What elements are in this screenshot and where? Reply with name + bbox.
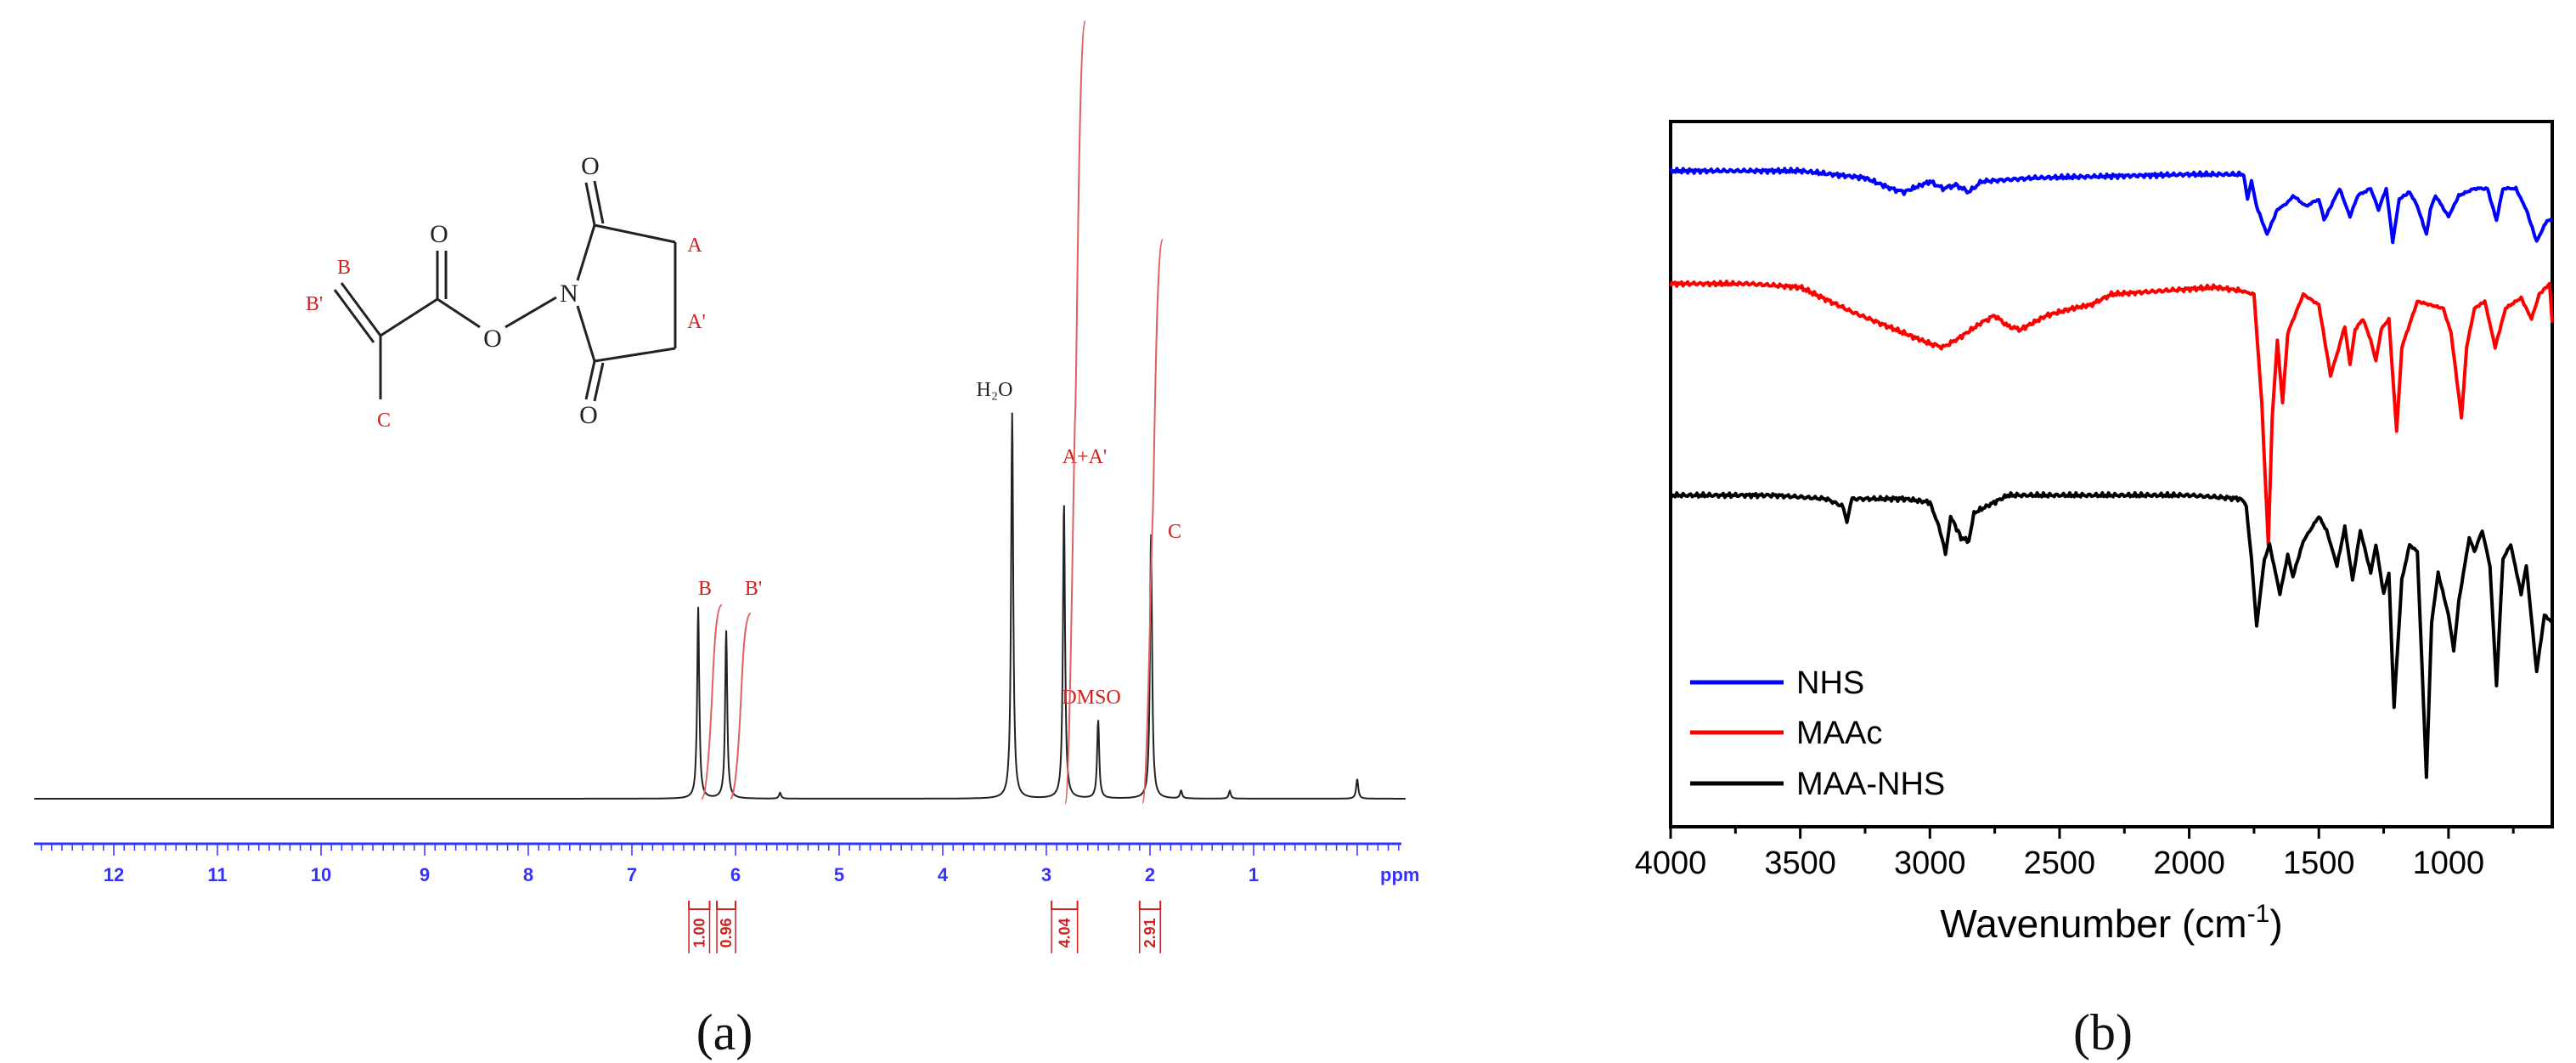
ftir-tick-label: 2000 <box>2153 845 2225 881</box>
ftir-legend: NHS MAAc MAA-NHS <box>1690 665 1945 802</box>
nmr-integral-curve <box>701 604 723 800</box>
nmr-tick-label: 4 <box>938 864 949 885</box>
nmr-integral-value: 0.96 <box>718 918 735 947</box>
nmr-tick-label: 8 <box>523 864 533 885</box>
ftir-legend-label: MAAc <box>1796 715 1882 751</box>
nmr-spectrum-trace <box>34 412 1406 800</box>
nmr-integral-value: 2.91 <box>1141 918 1158 947</box>
ftir-panel: 4000 3500 3000 2500 2000 1500 1000 Wavenumber … <box>1635 120 2554 1060</box>
nmr-integral-curves <box>701 20 1164 804</box>
molecular-structure <box>333 180 677 402</box>
ftir-tick-label: 1000 <box>2413 845 2485 881</box>
nmr-peak-label: B <box>698 578 712 600</box>
imide-o-top-label: O <box>581 152 600 180</box>
nmr-tick-labels: 12 11 10 9 8 7 6 5 4 3 2 1 <box>104 864 1259 885</box>
nmr-peak-label: B' <box>745 578 762 600</box>
nmr-tick-label: 10 <box>311 864 331 885</box>
ftir-tick-label: 2500 <box>2024 845 2096 881</box>
nmr-tick-label: 2 <box>1145 864 1155 885</box>
structure-label-a: A <box>687 235 702 257</box>
nmr-integrals: 1.00 0.96 4.04 2.91 <box>688 901 1162 953</box>
imide-o-bottom-label: O <box>579 401 598 429</box>
nmr-tick-label: 6 <box>730 864 741 885</box>
ester-o-label: O <box>483 325 502 353</box>
nmr-tick-label: 5 <box>834 864 844 885</box>
nmr-integral-bracket <box>688 901 711 910</box>
nmr-tick-label: 11 <box>207 864 227 885</box>
ftir-tick-label: 1500 <box>2283 845 2355 881</box>
structure-label-a-prime: A' <box>687 311 706 333</box>
nmr-minor-ticks <box>40 844 1400 856</box>
nmr-tick-label: 9 <box>420 864 430 885</box>
ftir-plot-frame <box>1669 120 2554 828</box>
nmr-axis-unit: ppm <box>1380 864 1419 885</box>
ftir-legend-label: NHS <box>1796 665 1864 701</box>
nmr-peak-label: A+A' <box>1063 446 1108 468</box>
ftir-x-axis-title: Wavenumber (cm-1) <box>1940 900 2282 946</box>
nmr-peak-labels: B B' H₂O A+A' DMSO C <box>698 379 1181 709</box>
panel-label-a: (a) <box>696 1004 753 1060</box>
ftir-tick-labels: 4000 3500 3000 2500 2000 1500 1000 <box>1635 845 2484 881</box>
nmr-tick-label: 7 <box>627 864 637 885</box>
structure-label-b: B <box>337 257 351 279</box>
carbonyl-o-label: O <box>430 220 448 248</box>
nmr-peak-label: DMSO <box>1062 687 1120 709</box>
ftir-series-nhs <box>1669 167 2553 245</box>
ftir-legend-label: MAA-NHS <box>1796 766 1945 802</box>
ftir-series-maa-nhs <box>1669 491 2554 779</box>
panel-label-b: (b) <box>2073 1004 2133 1060</box>
nmr-integral-value: 4.04 <box>1056 918 1073 947</box>
nmr-integral-value: 1.00 <box>691 918 707 947</box>
nmr-integral-bracket <box>1051 901 1079 910</box>
nmr-integral-curve <box>1064 20 1086 804</box>
ftir-tick-label: 3000 <box>1894 845 1966 881</box>
nmr-tick-label: 12 <box>104 864 124 885</box>
nmr-integral-curve <box>1141 239 1164 804</box>
ftir-tick-label: 4000 <box>1635 845 1707 881</box>
nitrogen-label: N <box>560 280 578 308</box>
nmr-peak-label: H₂O <box>976 379 1012 401</box>
ftir-traces <box>1669 167 2554 779</box>
ftir-tick-label: 3500 <box>1764 845 1836 881</box>
nmr-peak-label: C <box>1168 521 1181 543</box>
nmr-integral-curve <box>730 613 752 800</box>
nmr-integral-bracket <box>716 901 736 910</box>
ftir-ticks <box>1669 827 2515 839</box>
structure-label-b-prime: B' <box>306 293 323 315</box>
ftir-series-maac <box>1669 280 2554 546</box>
nmr-integral-bracket <box>1138 901 1162 910</box>
nmr-tick-label: 3 <box>1041 864 1051 885</box>
nmr-tick-label: 1 <box>1249 864 1259 885</box>
structure-label-c: C <box>377 410 391 432</box>
